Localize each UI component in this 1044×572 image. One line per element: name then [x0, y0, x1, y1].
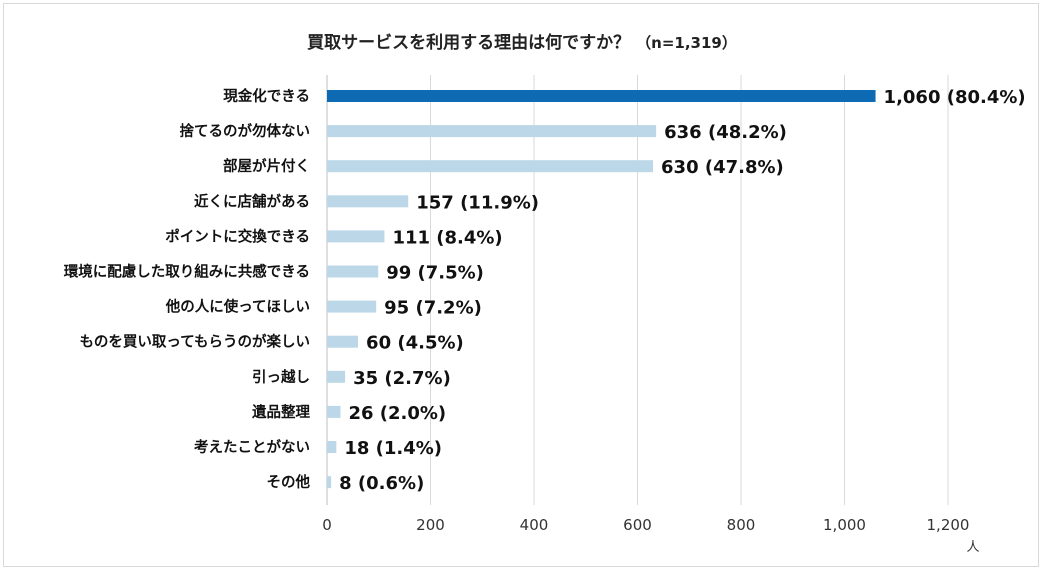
category-label: 遺品整理 [252, 403, 310, 421]
category-label: ものを買い取ってもらうのが楽しい [79, 333, 310, 351]
x-tick-label: 1,200 [927, 516, 970, 534]
x-unit-label: 人 [966, 540, 979, 555]
x-tick-labels: 0 200 400 600 800 1,000 1,200 [322, 516, 969, 534]
data-label: 99 (7.5%) [386, 263, 484, 284]
bar [327, 265, 379, 278]
bar [327, 300, 377, 313]
category-label: その他 [267, 473, 311, 491]
category-label: 引っ越し [252, 368, 310, 386]
category-label: 捨てるのが勿体ない [180, 122, 311, 140]
gridlines [326, 75, 949, 505]
category-label: ポイントに交換できる [165, 227, 310, 245]
bar [327, 441, 337, 453]
data-label: 95 (7.2%) [384, 298, 482, 319]
data-label: 157 (11.9%) [416, 192, 539, 213]
x-tick-label: 200 [416, 516, 445, 534]
category-label: 部屋が片付く [223, 157, 310, 175]
category-label: 環境に配慮した取り組みに共感できる [64, 263, 310, 281]
bar [327, 90, 876, 102]
category-label: 現金化できる [223, 87, 310, 105]
chart-title: 買取サービスを利用する理由は何ですか？ （n=1,319） [0, 28, 1044, 53]
chart-subtitle: （n=1,319） [636, 34, 737, 52]
data-label: 111 (8.4%) [392, 227, 502, 248]
data-label: 1,060 (80.4%) [884, 87, 1026, 108]
data-label: 630 (47.8%) [661, 157, 784, 178]
x-tick-label: 1,000 [823, 516, 866, 534]
bar [327, 125, 657, 138]
x-tick-label: 800 [727, 516, 756, 534]
category-label: 近くに店舗がある [194, 192, 310, 210]
data-label: 636 (48.2%) [664, 122, 787, 143]
x-tick-label: 600 [623, 516, 652, 534]
bar [327, 230, 385, 243]
x-tick-label: 0 [322, 516, 332, 534]
data-label: 26 (2.0%) [348, 403, 446, 424]
data-label: 8 (0.6%) [339, 473, 424, 494]
category-labels: 現金化できる捨てるのが勿体ない部屋が片付く近くに店舗があるポイントに交換できる環… [64, 87, 311, 491]
bar [327, 195, 409, 208]
category-label: 考えたことがない [194, 438, 310, 456]
data-label: 18 (1.4%) [344, 438, 442, 459]
data-label: 60 (4.5%) [366, 333, 464, 354]
x-tick-label: 400 [520, 516, 549, 534]
bar [327, 335, 359, 348]
bar [327, 476, 332, 489]
data-labels: 1,060 (80.4%) 636 (48.2%) 630 (47.8%) 157 (… [339, 87, 1026, 494]
bar [327, 160, 654, 173]
bars [327, 90, 876, 489]
category-label: 他の人に使ってほしい [165, 298, 310, 316]
bar [327, 370, 346, 383]
bar [327, 405, 341, 418]
data-label: 35 (2.7%) [353, 368, 451, 389]
chart-title-text: 買取サービスを利用する理由は何ですか？ [307, 33, 631, 53]
